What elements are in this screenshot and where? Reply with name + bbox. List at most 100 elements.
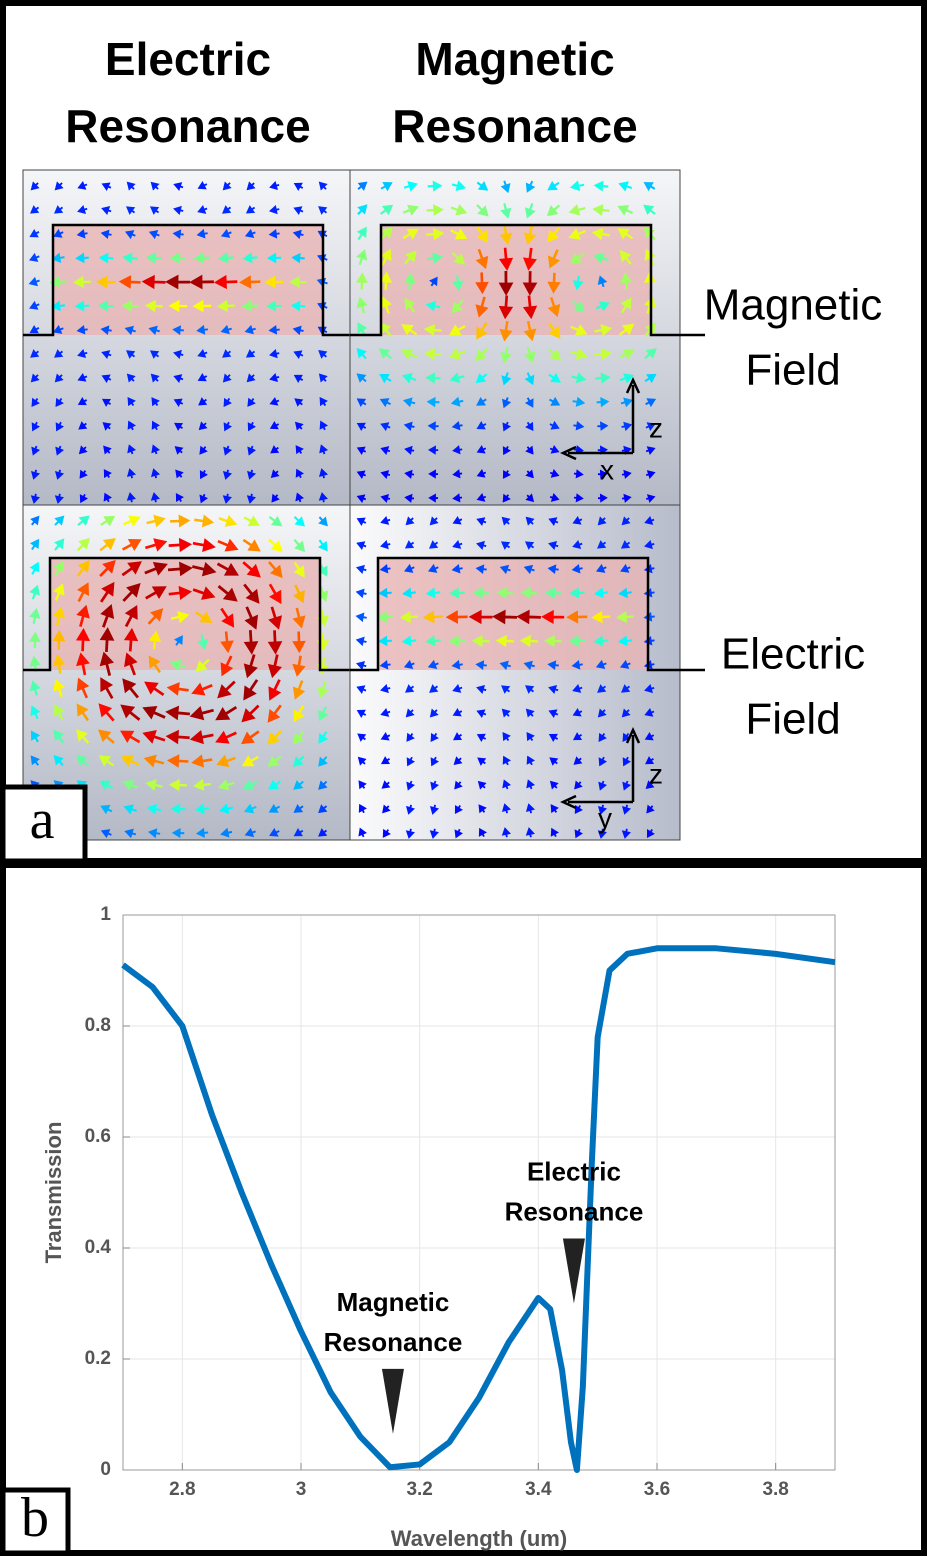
field-arrow [216,562,239,576]
field-arrow [450,228,468,240]
field-arrow [427,421,439,431]
field-arrow [618,348,635,360]
field-arrow [318,706,329,722]
field-arrow [405,828,415,839]
field-arrow [594,324,613,337]
field-arrow [574,780,583,790]
field-arrow [499,320,513,342]
field-arrow [620,397,633,408]
field-arrow [29,584,40,600]
field-arrow [318,756,328,767]
field-arrow [55,397,64,407]
x-tick-label: 3.4 [525,1479,552,1500]
field-arrow [502,397,512,409]
field-arrow [243,803,257,814]
field-arrow [379,660,391,670]
field-arrow [525,469,534,479]
field-arrow [450,204,468,216]
field-arrow [317,681,329,699]
field-arrow [597,516,607,526]
field-arrow [76,604,90,628]
field-arrow [379,373,392,384]
field-arrow [100,804,113,815]
field-arrow [572,515,583,525]
field-arrow [127,444,137,455]
field-arrow [124,828,137,839]
field-arrow [451,563,463,574]
field-arrow [549,444,560,454]
field-arrow [449,587,465,599]
field-arrow [99,780,114,791]
field-arrow [549,780,559,790]
field-arrow [199,445,208,455]
field-arrow [147,828,161,839]
field-arrow [570,324,588,336]
field-arrow [30,755,40,766]
field-arrow [573,469,584,479]
field-arrow [99,538,116,552]
x-tick-label: 3.6 [644,1479,670,1500]
field-plots [22,169,705,841]
field-arrow [643,204,656,216]
field-arrow [620,563,631,573]
field-arrow [571,659,583,670]
field-arrow [103,492,112,503]
field-arrow [241,300,259,312]
field-arrow [475,373,488,384]
field-arrow [146,803,162,815]
field-arrow [355,636,367,647]
field-arrow [103,469,112,479]
field-arrow [270,445,280,454]
field-arrow [141,274,166,290]
field-arrow [295,445,304,455]
field-arrow [151,397,160,407]
field-arrow [30,705,41,720]
field-arrow [453,756,463,765]
field-arrow [121,561,142,577]
field-arrow [405,684,415,693]
x-tick-label: 3.2 [406,1479,432,1500]
field-arrow [476,733,487,742]
field-arrow [500,180,511,194]
field-arrow [597,828,607,839]
field-arrow [445,610,468,624]
field-arrow [591,228,611,241]
x-axis-label: Wavelength (um) [391,1526,567,1551]
field-arrow [123,515,141,527]
field-arrow [146,514,166,528]
field-arrow [30,373,40,383]
field-arrow [173,398,184,407]
x-tick-label: 3.8 [762,1479,788,1500]
field-arrow [295,492,305,503]
field-arrow [428,469,439,479]
field-arrow [222,181,232,191]
field-arrow [478,804,487,814]
field-arrow [318,828,328,837]
field-arrow [126,492,136,503]
field-arrow [223,445,233,456]
field-arrow [31,469,41,480]
field-arrow [123,627,139,652]
field-arrow [194,514,215,528]
field-arrow [199,493,208,504]
field-arrow [318,516,328,527]
field-arrow [501,803,512,814]
field-arrow [29,607,41,625]
field-arrow [126,373,136,383]
field-arrow [525,803,536,814]
field-arrow [572,539,583,549]
field-arrow [549,420,560,430]
field-arrow [380,756,391,765]
field-arrow [621,493,632,503]
field-arrow [355,564,367,575]
field-arrow [356,373,367,383]
axis-label: z [649,412,663,443]
field-arrow [621,445,632,455]
field-arrow [168,537,193,553]
field-arrow [99,560,116,577]
field-arrow [423,347,442,361]
field-arrow [498,270,514,296]
field-arrow [191,561,217,577]
field-arrow [645,494,656,503]
field-arrow [78,445,88,455]
